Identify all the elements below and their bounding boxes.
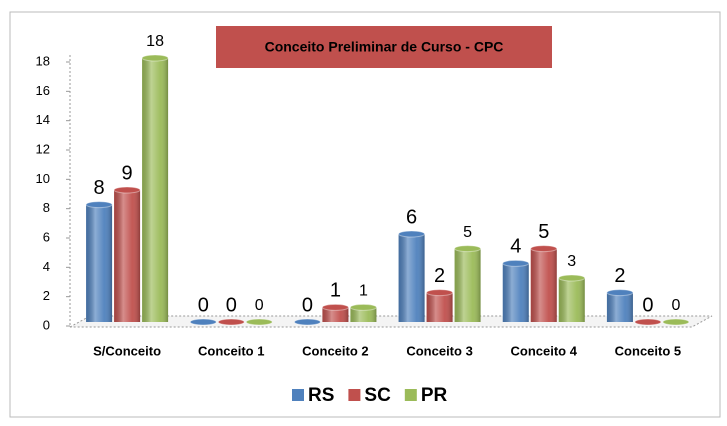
x-tick-label: Conceito 4 [511,343,578,358]
bar-shade [502,263,529,322]
bar-shade [142,58,169,322]
y-tick-label: 14 [36,112,50,127]
bar-shade [426,292,453,322]
y-tick-label: 4 [43,259,50,274]
bar-cap [426,289,454,297]
y-tick-label: 6 [43,229,50,244]
bar-cap [85,201,113,209]
value-label: 1 [330,280,341,302]
bar-cap [634,318,662,326]
legend-swatch [348,389,361,401]
bar-shade [398,234,425,322]
bar-shade [322,307,349,322]
value-label: 0 [226,294,237,316]
bar-shade [558,278,585,322]
value-label: 4 [510,236,521,258]
value-label: 2 [614,265,625,287]
bar-cap [217,318,245,326]
chart-title: Conceito Preliminar de Curso - CPC [265,39,504,55]
x-tick-label: Conceito 5 [615,343,681,358]
y-tick-label: 16 [36,83,50,98]
bar-cap [606,289,634,297]
bar-cap [558,274,586,282]
value-label: 0 [642,294,653,316]
bar-cap [321,303,349,311]
x-tick-label: S/Conceito [93,343,161,358]
bar-cap [189,318,217,326]
bar-shade [114,190,141,322]
y-tick-label: 12 [36,141,50,156]
legend-swatch [292,389,304,401]
x-tick-label: Conceito 2 [302,343,368,358]
value-label: 18 [146,33,164,50]
legend-label: SC [364,385,391,406]
bar-shade [530,248,557,322]
value-label: 2 [434,265,445,287]
value-label: 0 [198,294,209,316]
bar-cap [502,259,530,267]
bar-shade [454,248,481,322]
bar-cap [662,318,690,326]
y-tick-label: 18 [36,53,50,68]
y-tick-label: 0 [43,317,50,332]
value-label: 1 [359,283,368,300]
legend-label: PR [421,385,448,406]
value-label: 8 [94,177,105,199]
bar-shade [606,292,633,322]
y-tick-label: 10 [36,171,50,186]
x-tick-label: Conceito 3 [406,343,472,358]
bar-cap [530,245,558,253]
value-label: 5 [538,221,549,243]
bar-cap [113,186,141,194]
bar-shade [350,307,377,322]
value-label: 9 [122,162,133,184]
bar-cap [454,245,482,253]
bar-cap [398,230,426,238]
value-label: 0 [302,294,313,316]
value-label: 5 [463,224,472,241]
legend-label: RS [308,385,334,406]
bar-cap [245,318,273,326]
value-label: 3 [567,253,576,270]
bar-shade [86,204,113,322]
bar-cap [293,318,321,326]
title-box [216,26,552,68]
bar-cap [141,54,169,62]
value-label: 6 [406,206,417,228]
legend-swatch [404,389,417,401]
value-label: 0 [255,297,264,314]
bar-cap [349,303,377,311]
y-tick-label: 2 [43,288,50,303]
y-tick-label: 8 [43,200,50,215]
x-tick-label: Conceito 1 [198,343,264,358]
value-label: 0 [671,297,680,314]
